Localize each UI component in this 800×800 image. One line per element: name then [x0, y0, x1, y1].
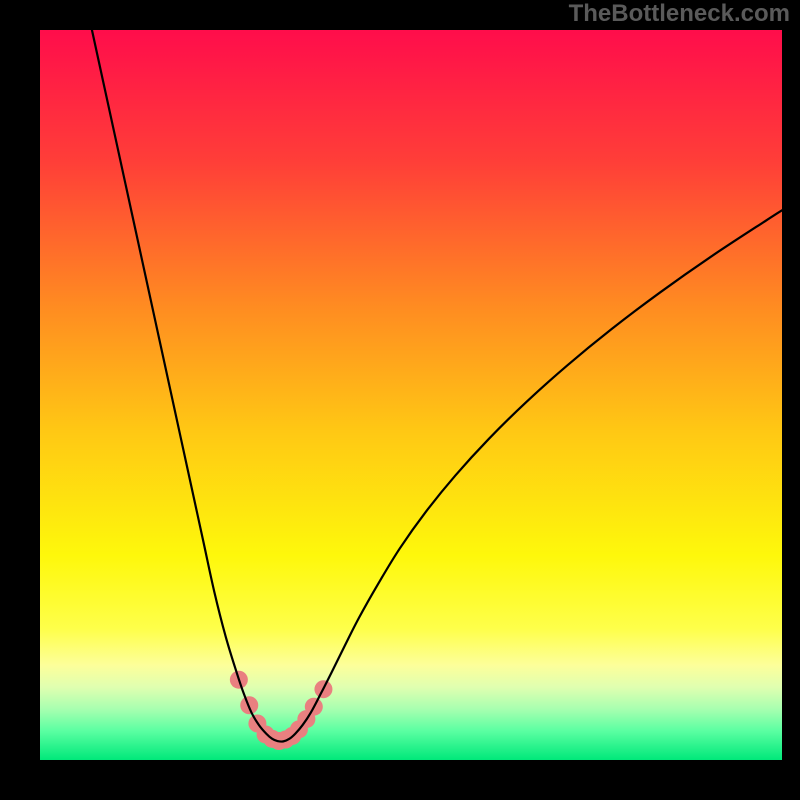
watermark-text: TheBottleneck.com [569, 0, 790, 28]
chart-svg [0, 0, 800, 800]
plot-background [40, 30, 782, 760]
bottleneck-chart: TheBottleneck.com [0, 0, 800, 800]
